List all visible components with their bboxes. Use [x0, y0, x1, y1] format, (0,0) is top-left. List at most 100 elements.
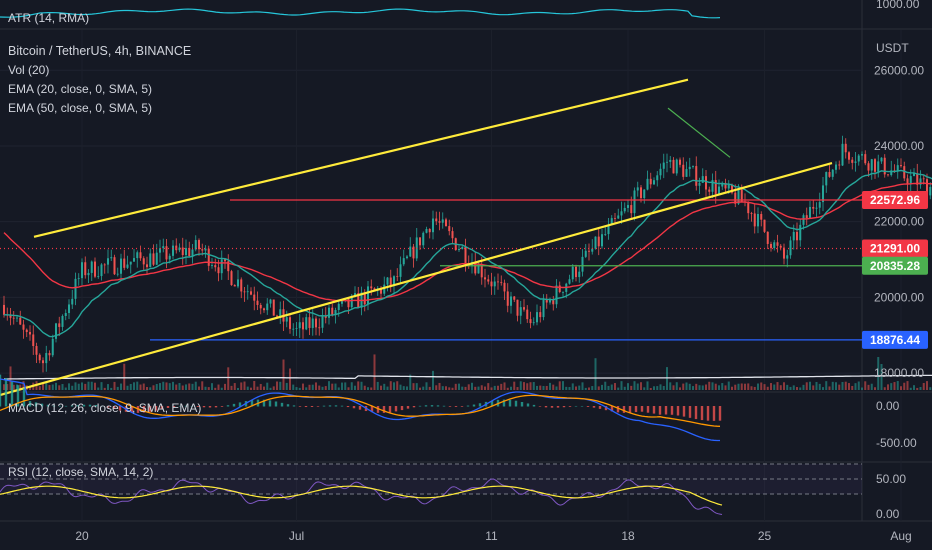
candle-body[interactable]: [747, 201, 750, 214]
candle-body[interactable]: [558, 285, 561, 293]
level-tag[interactable]: [862, 190, 928, 209]
candle-body[interactable]: [110, 257, 113, 259]
candle-body[interactable]: [808, 206, 812, 218]
candle-body[interactable]: [786, 255, 789, 259]
candle-body[interactable]: [834, 164, 838, 170]
candle-body[interactable]: [548, 299, 552, 303]
candle-body[interactable]: [269, 299, 272, 304]
candle-body[interactable]: [877, 161, 880, 172]
candle-body[interactable]: [327, 307, 331, 318]
candle-body[interactable]: [522, 307, 526, 310]
candle-body[interactable]: [613, 218, 617, 219]
candle-body[interactable]: [812, 206, 815, 209]
candle-body[interactable]: [298, 322, 301, 329]
candle-body[interactable]: [552, 299, 555, 305]
candle-body[interactable]: [561, 291, 565, 293]
candle-body[interactable]: [516, 299, 519, 316]
candle-body[interactable]: [737, 189, 740, 204]
candle-body[interactable]: [487, 279, 490, 282]
candle-body[interactable]: [22, 324, 25, 330]
candle-body[interactable]: [847, 152, 851, 160]
candle-body[interactable]: [165, 246, 168, 260]
candle-body[interactable]: [272, 299, 275, 316]
candle-body[interactable]: [922, 178, 925, 180]
candle-body[interactable]: [279, 309, 282, 317]
candle-body[interactable]: [396, 276, 399, 278]
candle-body[interactable]: [171, 245, 175, 256]
candle-body[interactable]: [493, 281, 496, 287]
candle-body[interactable]: [87, 272, 90, 276]
candle-body[interactable]: [708, 189, 711, 192]
candle-body[interactable]: [314, 318, 318, 328]
candle-body[interactable]: [80, 262, 84, 279]
candle-body[interactable]: [425, 228, 428, 233]
candle-body[interactable]: [825, 172, 828, 186]
candle-body[interactable]: [97, 276, 100, 277]
candle-body[interactable]: [782, 247, 786, 259]
candles[interactable]: [2, 110, 932, 373]
candle-body[interactable]: [340, 301, 344, 304]
candle-body[interactable]: [854, 161, 857, 163]
candle-body[interactable]: [197, 240, 201, 250]
candle-body[interactable]: [678, 159, 682, 165]
price-axis[interactable]: 26000.00 24000.00 22000.00 20000.00 18000.00…: [862, 0, 928, 521]
candle-body[interactable]: [386, 277, 389, 285]
channel-upper-line[interactable]: [33, 78, 689, 238]
level-tag[interactable]: [862, 256, 928, 275]
candle-body[interactable]: [321, 315, 324, 328]
candle-body[interactable]: [77, 278, 80, 279]
candle-body[interactable]: [717, 186, 721, 194]
candle-body[interactable]: [698, 182, 701, 186]
candle-body[interactable]: [688, 166, 691, 170]
candle-body[interactable]: [418, 237, 422, 246]
candle-body[interactable]: [38, 354, 41, 361]
candle-body[interactable]: [883, 157, 886, 175]
candle-body[interactable]: [233, 285, 236, 287]
candle-body[interactable]: [578, 271, 581, 278]
candle-body[interactable]: [363, 292, 366, 305]
candle-body[interactable]: [288, 317, 292, 329]
candle-body[interactable]: [334, 310, 337, 315]
channel-lower-line[interactable]: [0, 161, 833, 397]
candle-body[interactable]: [873, 159, 877, 172]
candle-body[interactable]: [496, 281, 500, 283]
candle-body[interactable]: [763, 219, 766, 232]
candle-body[interactable]: [509, 296, 513, 306]
candle-body[interactable]: [506, 291, 509, 306]
candle-body[interactable]: [659, 168, 662, 176]
candle-body[interactable]: [285, 317, 288, 322]
vol-legend[interactable]: Vol (20): [8, 63, 49, 77]
candle-body[interactable]: [308, 317, 311, 328]
candle-body[interactable]: [441, 219, 444, 223]
candle-body[interactable]: [236, 279, 240, 287]
candle-body[interactable]: [331, 307, 334, 315]
candle-body[interactable]: [230, 271, 233, 286]
candle-body[interactable]: [571, 266, 574, 280]
candle-body[interactable]: [201, 249, 204, 251]
candle-body[interactable]: [630, 205, 633, 214]
candle-body[interactable]: [802, 215, 805, 225]
candle-body[interactable]: [776, 242, 779, 246]
candle-body[interactable]: [93, 261, 97, 277]
candle-body[interactable]: [691, 166, 695, 167]
ema20-legend[interactable]: EMA (20, close, 0, SMA, 5): [8, 82, 152, 96]
candle-body[interactable]: [646, 178, 649, 190]
candle-body[interactable]: [451, 231, 454, 239]
candle-body[interactable]: [831, 169, 834, 177]
candle-body[interactable]: [841, 143, 844, 166]
candle-body[interactable]: [253, 294, 256, 301]
candle-body[interactable]: [890, 170, 893, 176]
candle-body[interactable]: [435, 218, 438, 222]
candle-body[interactable]: [899, 165, 903, 167]
candle-body[interactable]: [373, 288, 376, 291]
rsi-legend[interactable]: RSI (12, close, SMA, 14, 2): [8, 465, 153, 479]
candle-body[interactable]: [838, 164, 841, 166]
candle-body[interactable]: [886, 174, 890, 176]
candle-body[interactable]: [90, 261, 93, 273]
candle-body[interactable]: [168, 255, 171, 260]
candle-body[interactable]: [184, 248, 188, 256]
time-axis[interactable]: 20Jul111825Aug81522Sep: [75, 529, 932, 543]
candle-body[interactable]: [701, 176, 704, 183]
candle-body[interactable]: [727, 184, 730, 189]
candle-body[interactable]: [51, 338, 54, 356]
